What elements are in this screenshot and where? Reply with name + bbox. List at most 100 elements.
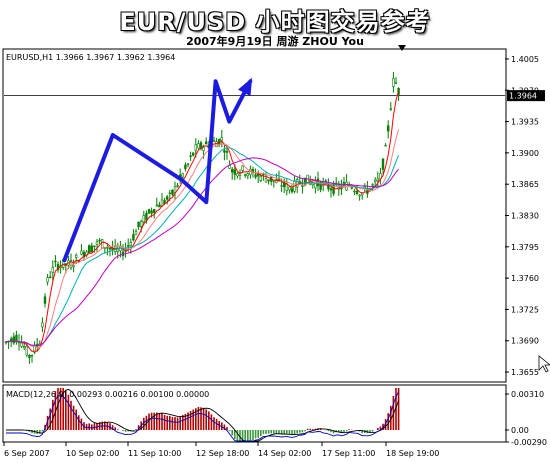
ma-slow-line xyxy=(5,157,399,346)
candle-body xyxy=(275,179,278,183)
y-tick-label: 1.3900 xyxy=(511,149,539,158)
candle-body xyxy=(150,210,153,214)
candle-body xyxy=(88,245,91,253)
y-tick-label: 1.3760 xyxy=(511,274,539,283)
symbol-label: EURUSD,H1 1.3966 1.3967 1.3962 1.3964 xyxy=(6,53,175,62)
candle-body xyxy=(22,346,26,349)
candle-body xyxy=(192,152,195,156)
candle-body xyxy=(12,336,15,344)
y-tick-label: 1.3690 xyxy=(511,337,539,346)
candle-body xyxy=(295,179,299,188)
x-tick-label: 12 Sep 18:00 xyxy=(196,449,249,458)
candle-body xyxy=(280,185,283,187)
candle-body xyxy=(10,338,13,342)
y-tick-label: 1.3830 xyxy=(511,212,539,221)
y-tick-label: 1.4005 xyxy=(511,55,539,64)
candle-body xyxy=(80,250,83,255)
candle-body xyxy=(163,200,166,204)
candle-body xyxy=(282,181,286,188)
candle-body xyxy=(127,245,130,247)
candle-body xyxy=(373,179,377,183)
candle-body xyxy=(394,82,398,84)
candle-body xyxy=(184,164,187,170)
y-tick-label: 1.3795 xyxy=(511,243,539,252)
macd-line xyxy=(6,391,400,442)
candle-body xyxy=(259,175,262,181)
candle-body xyxy=(25,345,28,356)
candle-body xyxy=(212,140,216,142)
candle-body xyxy=(145,212,148,221)
candle-body xyxy=(358,194,361,197)
candle-body xyxy=(355,190,359,194)
candle-body xyxy=(43,296,47,304)
candle-body xyxy=(290,188,294,193)
candle-body xyxy=(72,264,75,267)
candle-body xyxy=(241,165,244,171)
candle-body xyxy=(251,169,255,172)
candle-body xyxy=(90,245,94,252)
candle-body xyxy=(386,125,390,132)
forecast-path-line xyxy=(62,79,253,263)
candle-body xyxy=(166,196,169,200)
candle-body xyxy=(231,169,234,173)
candle-body xyxy=(28,355,31,358)
candle-body xyxy=(82,251,86,258)
candle-body xyxy=(254,174,257,178)
chart-subtitle: 2007年9月19日 周游 ZHOU You xyxy=(186,35,364,48)
candle-body xyxy=(54,260,57,263)
candle-body xyxy=(93,245,96,248)
x-tick-label: 10 Sep 02:00 xyxy=(66,449,119,458)
candle-body xyxy=(106,247,109,249)
x-tick-label: 6 Sep 2007 xyxy=(4,449,50,458)
y-tick-label: 1.3935 xyxy=(511,118,539,127)
y-tick-label: 1.3655 xyxy=(511,368,539,377)
x-tick-label: 11 Sep 10:00 xyxy=(128,449,181,458)
macd-y-tick-label: 0.00 xyxy=(511,426,529,435)
candle-body xyxy=(350,186,353,189)
candle-body xyxy=(376,178,379,182)
candle-body xyxy=(392,78,395,87)
candle-body xyxy=(98,239,101,242)
candle-body xyxy=(327,184,330,190)
candle-body xyxy=(384,145,387,147)
current-price-label: 1.3964 xyxy=(509,92,537,101)
candle-body xyxy=(225,151,229,153)
candle-body xyxy=(176,185,179,187)
candle-body xyxy=(147,209,151,214)
candle-body xyxy=(205,141,208,145)
candle-body xyxy=(319,181,322,190)
candle-body xyxy=(223,150,226,153)
x-tick-label: 14 Sep 02:00 xyxy=(258,449,311,458)
x-tick-label: 17 Sep 11:00 xyxy=(322,449,375,458)
macd-panel xyxy=(2,384,507,443)
ma-teal-line xyxy=(5,147,400,346)
candle-body xyxy=(194,143,197,151)
candle-body xyxy=(342,182,346,184)
candle-body xyxy=(132,234,135,241)
candle-body xyxy=(288,186,291,191)
macd-signal-line xyxy=(6,388,400,442)
candle-body xyxy=(41,322,44,328)
macd-y-tick-label: -0.00290 xyxy=(511,438,547,447)
candle-body xyxy=(155,204,158,207)
candle-body xyxy=(168,192,171,195)
candle-body xyxy=(220,137,223,141)
candle-body xyxy=(30,354,34,357)
cursor-icon xyxy=(538,355,550,373)
candle-body xyxy=(15,334,18,342)
candle-body xyxy=(233,169,236,175)
candle-body xyxy=(48,276,52,279)
candle-body xyxy=(181,173,184,178)
candle-body xyxy=(262,173,265,176)
candle-body xyxy=(353,190,356,193)
candle-body xyxy=(329,188,333,191)
period-marker-icon xyxy=(398,45,406,51)
candle-body xyxy=(189,155,192,158)
candle-body xyxy=(202,147,205,152)
y-tick-label: 1.3725 xyxy=(511,305,539,314)
candle-body xyxy=(236,173,239,177)
candle-body xyxy=(137,221,140,228)
candle-body xyxy=(264,177,268,183)
candle-body xyxy=(244,174,247,176)
